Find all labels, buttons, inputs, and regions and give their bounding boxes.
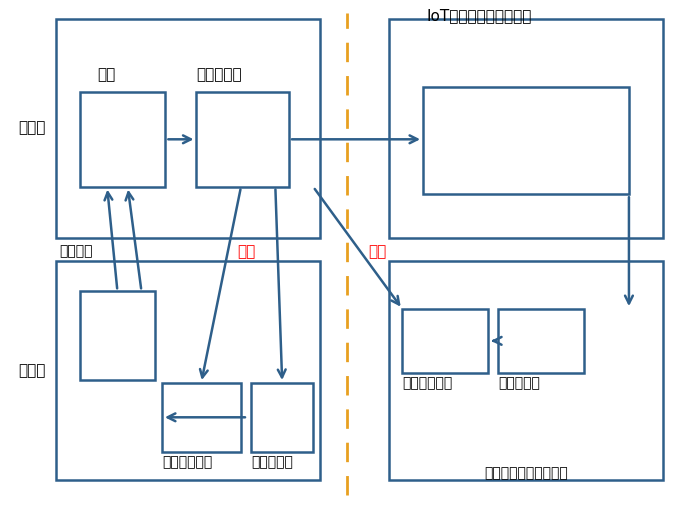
Text: データ分析: データ分析 [499,376,540,390]
Bar [499,309,584,373]
Text: 製品供給: 製品供給 [59,244,93,259]
Bar [402,309,488,373]
Text: サービス提供: サービス提供 [162,455,213,469]
Text: 未来: 未来 [368,244,386,259]
Text: サービスプロバイダー: サービスプロバイダー [484,466,568,480]
Bar [251,383,313,452]
Bar [389,18,663,238]
Text: ユーザ: ユーザ [18,121,45,135]
Bar [80,92,166,187]
Text: 使用: 使用 [97,67,115,82]
Bar [196,92,289,187]
Text: メーカ: メーカ [18,363,45,378]
Bar [389,261,663,480]
Text: データ分析: データ分析 [251,455,293,469]
Bar [162,383,241,452]
Bar [423,87,629,194]
Bar [56,261,320,480]
Text: IoTプラットフォーマー: IoTプラットフォーマー [427,9,532,24]
Bar [80,291,155,380]
Text: 現在: 現在 [237,244,256,259]
Bar [56,18,320,238]
Text: データ収集: データ収集 [196,67,242,82]
Text: サービス提供: サービス提供 [402,376,453,390]
